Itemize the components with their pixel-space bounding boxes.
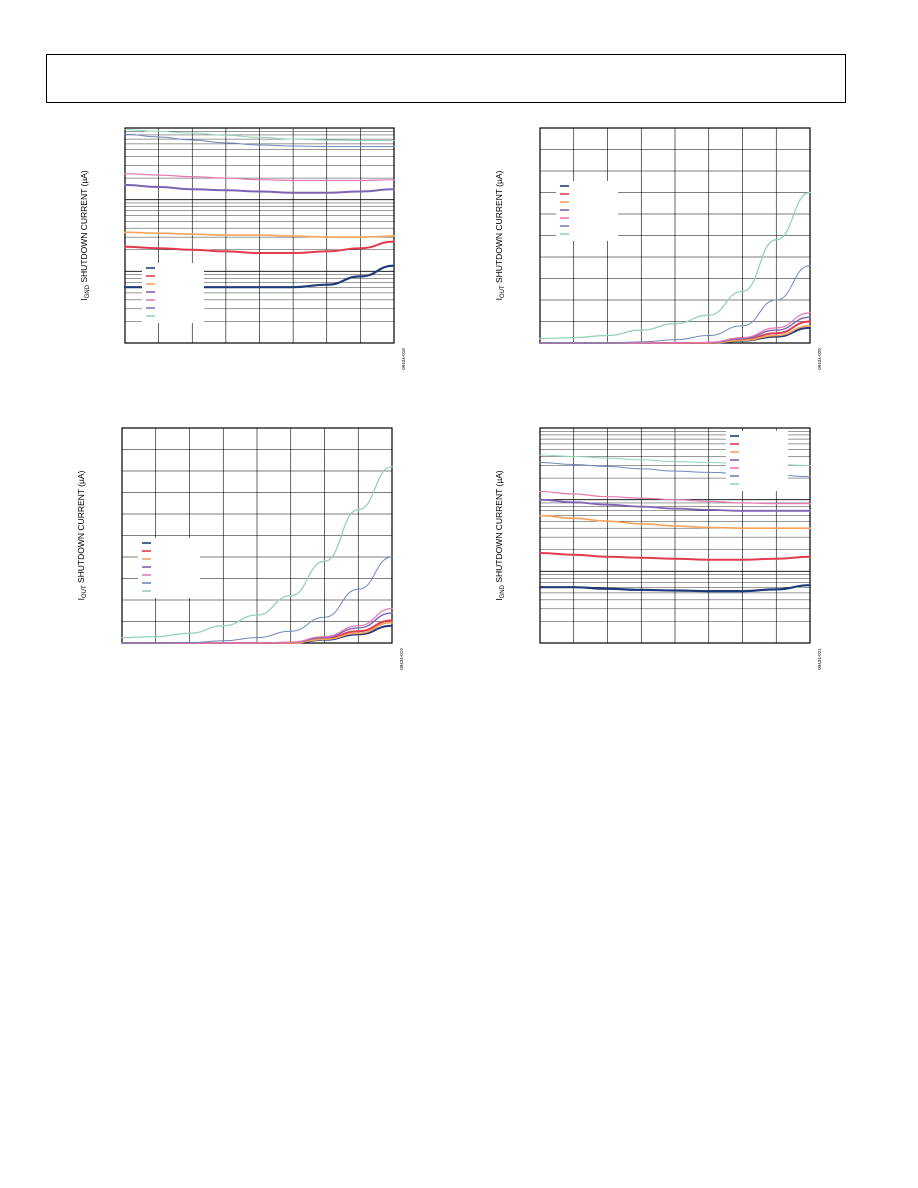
y-axis-label: IOUT SHUTDOWN CURRENT (µA)	[494, 170, 506, 300]
series-line-2	[124, 240, 395, 254]
series-line-4	[124, 184, 395, 194]
y-axis-label-subscript: OUT	[500, 285, 506, 298]
y-axis-label-subscript: GND	[85, 284, 91, 298]
series-group	[539, 191, 811, 344]
y-axis-label-rest: SHUTDOWN CURRENT (µA)	[494, 470, 504, 585]
legend	[556, 181, 618, 241]
figure-id: 09434-019	[399, 648, 404, 670]
series-line-5	[124, 173, 395, 182]
legend	[726, 431, 788, 491]
series-line-3	[539, 514, 811, 529]
legend-background	[726, 431, 788, 491]
chart-svg: IOUT SHUTDOWN CURRENT (µA) 09434-020	[494, 127, 822, 370]
legend-background	[138, 538, 200, 598]
y-axis-label-main: I	[494, 598, 504, 600]
y-axis-label-main: I	[79, 298, 89, 300]
chart-ignd-shutdown-current-1: IGND SHUTDOWN CURRENT (µA) 09434-018	[70, 110, 430, 390]
y-axis-label: IGND SHUTDOWN CURRENT (µA)	[494, 470, 506, 601]
figure-id: 09434-020	[817, 348, 822, 370]
chart-ignd-shutdown-current-2: IGND SHUTDOWN CURRENT (µA) 09434-021	[490, 410, 850, 690]
y-axis-label: IOUT SHUTDOWN CURRENT (µA)	[76, 470, 88, 600]
series-line-7	[121, 466, 393, 639]
figure-id: 09434-018	[401, 348, 406, 370]
y-axis-label-rest: SHUTDOWN CURRENT (µA)	[494, 170, 504, 285]
grid	[121, 427, 393, 644]
series-line-6	[539, 265, 811, 344]
chart-iout-shutdown-current-1: IOUT SHUTDOWN CURRENT (µA) 09434-020	[490, 110, 850, 390]
series-line-6	[124, 133, 395, 148]
legend	[138, 538, 200, 598]
series-line-6	[121, 556, 393, 644]
y-axis-label-rest: SHUTDOWN CURRENT (µA)	[79, 170, 89, 285]
chart-svg: IGND SHUTDOWN CURRENT (µA) 09434-021	[494, 427, 822, 670]
page-header-box	[46, 54, 846, 103]
y-axis-label-subscript: GND	[500, 584, 506, 598]
y-axis-label-main: I	[494, 298, 504, 300]
figure-id: 09434-021	[817, 648, 822, 670]
series-line-2	[539, 552, 811, 561]
chart-svg: IOUT SHUTDOWN CURRENT (µA) 09434-019	[76, 427, 404, 670]
legend-background	[142, 263, 204, 323]
series-line-1	[538, 584, 812, 593]
series-line-7	[124, 129, 395, 141]
series-line-5	[539, 490, 811, 505]
series-group	[121, 466, 393, 644]
plot-frame	[539, 427, 811, 644]
y-axis-label-subscript: OUT	[82, 585, 88, 598]
series-group	[538, 454, 812, 593]
series-line-3	[124, 231, 395, 238]
series-line-4	[539, 498, 811, 512]
chart-iout-shutdown-current-2: IOUT SHUTDOWN CURRENT (µA) 09434-019	[70, 410, 430, 690]
y-axis-label: IGND SHUTDOWN CURRENT (µA)	[79, 170, 91, 301]
y-axis-label-rest: SHUTDOWN CURRENT (µA)	[76, 470, 86, 585]
series-line-7	[539, 191, 811, 340]
legend	[142, 263, 204, 323]
legend-background	[556, 181, 618, 241]
chart-svg: IGND SHUTDOWN CURRENT (µA) 09434-018	[79, 127, 406, 370]
y-axis-label-main: I	[76, 598, 86, 600]
